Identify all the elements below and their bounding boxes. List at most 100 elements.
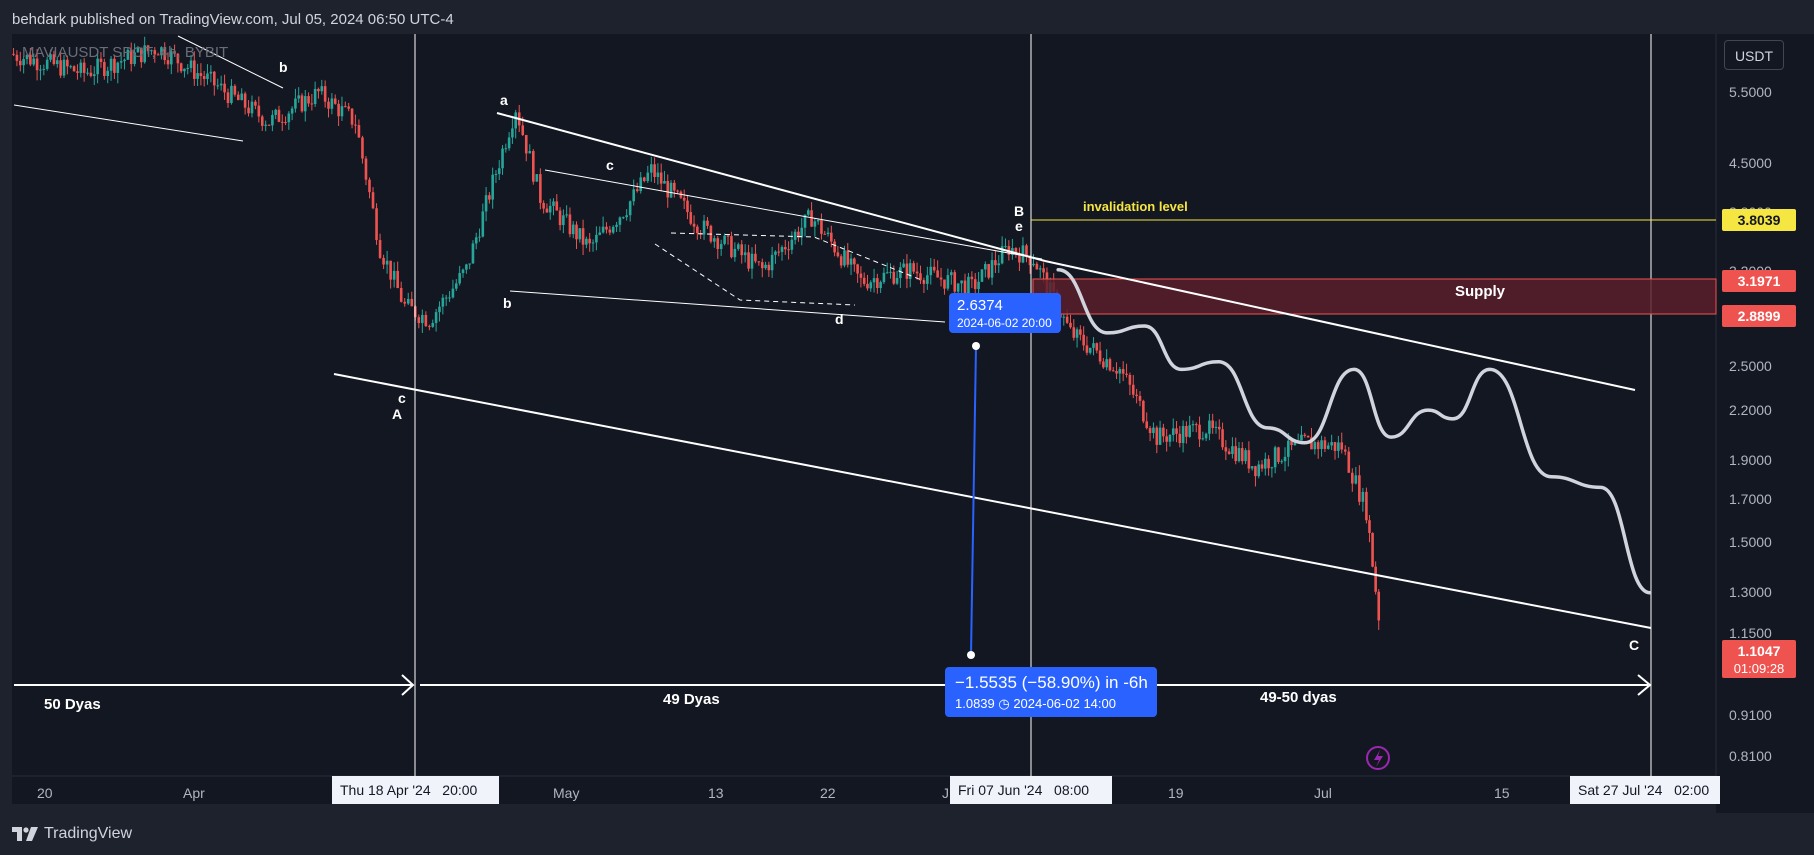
time-tick: May: [553, 785, 580, 801]
candle-body: [385, 260, 389, 265]
chart-canvas[interactable]: [0, 34, 1814, 813]
candle-body: [250, 101, 254, 114]
candle-body: [908, 263, 912, 279]
invalidation-label: invalidation level: [1083, 199, 1188, 214]
time-tick: 20: [37, 785, 53, 801]
wave-label-B: B: [1014, 203, 1025, 219]
candle-body: [747, 252, 750, 269]
candle-body: [52, 54, 56, 65]
candle-body: [787, 249, 790, 251]
candle-body: [478, 236, 481, 238]
candle-body: [96, 58, 99, 75]
last-price-tag: 1.1047 01:09:28: [1722, 640, 1796, 678]
candle-body: [562, 215, 565, 226]
candle-body: [595, 234, 598, 243]
measure-tool: [967, 342, 980, 659]
candle-body: [233, 85, 237, 95]
candle-body: [254, 101, 257, 106]
candle-body: [1217, 426, 1221, 430]
candle-body: [1244, 450, 1247, 462]
inner-triangle-top: [670, 232, 925, 282]
candle-body: [223, 83, 226, 93]
candle-body: [889, 271, 892, 273]
candle-body: [1082, 334, 1085, 346]
time-tick: 15: [1494, 785, 1510, 801]
candle-body: [601, 226, 605, 233]
candle-body: [754, 253, 757, 262]
candle-body: [1025, 245, 1028, 257]
candle-body: [936, 270, 939, 278]
tradingview-logo-icon: [12, 827, 38, 841]
candle-body: [163, 47, 167, 61]
candle-body: [199, 73, 203, 77]
price-point-time: 2024-06-02 20:00: [957, 316, 1052, 330]
candle-body: [1306, 435, 1310, 438]
candle-body: [1035, 263, 1039, 270]
candle-body: [565, 214, 568, 216]
duration-label-1: 50 Dyas: [44, 696, 101, 713]
price-tick: 0.8100: [1729, 748, 1772, 764]
lightning-icon-ring[interactable]: [1366, 746, 1390, 770]
price-tick: 5.5000: [1729, 84, 1772, 100]
candle-body: [340, 106, 344, 117]
candle-body: [1224, 447, 1228, 452]
plot-area[interactable]: [12, 34, 1716, 804]
candle-body: [1316, 442, 1320, 449]
candle-body: [1240, 448, 1244, 462]
bar-countdown: 01:09:28: [1733, 661, 1785, 676]
supply-zone[interactable]: [1032, 278, 1717, 315]
candle-body: [179, 63, 183, 72]
candle-body: [895, 277, 899, 284]
candle-body: [488, 195, 491, 200]
candle-body: [689, 212, 693, 224]
candle-body: [1042, 268, 1045, 273]
candle-body: [1326, 445, 1330, 449]
candle-body: [458, 273, 461, 284]
wave-label-a: a: [500, 92, 508, 108]
candle-body: [950, 272, 953, 276]
currency-button[interactable]: USDT: [1724, 40, 1784, 70]
candle-body: [160, 47, 163, 56]
candle-body: [997, 263, 1001, 266]
candle-body: [494, 173, 498, 175]
candle-body: [45, 59, 49, 69]
candle-body: [905, 263, 909, 279]
candle-body: [618, 217, 622, 225]
candle-body: [216, 85, 220, 87]
candle-body: [55, 60, 59, 65]
candle-body: [59, 60, 62, 76]
candle-body: [1227, 451, 1231, 455]
candle-body: [206, 73, 209, 80]
measure-end-point: [967, 651, 975, 659]
candle-body: [1000, 246, 1004, 264]
candle-body: [800, 227, 804, 238]
candle-body: [575, 224, 578, 240]
candle-body: [1121, 369, 1125, 374]
candle-body: [990, 260, 994, 278]
publisher-header: behdark published on TradingView.com, Ju…: [0, 0, 1814, 40]
candle-body: [1368, 520, 1371, 533]
candle-body: [963, 280, 967, 296]
candle-body: [32, 58, 36, 65]
candle-body: [150, 50, 153, 52]
candle-body: [323, 86, 327, 102]
wave-label-C: C: [1629, 637, 1640, 653]
candle-body: [166, 60, 170, 65]
candle-body: [417, 317, 421, 324]
candle-body: [361, 137, 364, 159]
candle-body: [719, 243, 723, 249]
price-axis[interactable]: [1716, 34, 1814, 813]
candle-body: [994, 260, 997, 266]
candle-body: [1283, 456, 1287, 462]
candle-body: [960, 280, 963, 284]
tradingview-brand[interactable]: TradingView: [12, 825, 132, 843]
crosshair-time-tag-1: Thu 18 Apr '24 20:00: [332, 776, 499, 804]
lightning-icon[interactable]: [1374, 750, 1383, 767]
candle-body: [1178, 433, 1182, 444]
candle-body: [1208, 420, 1211, 434]
candle-body: [1323, 440, 1327, 449]
candle-body: [428, 326, 431, 328]
candle-body: [585, 238, 588, 245]
candle-body: [389, 260, 392, 280]
candle-body: [1105, 359, 1108, 368]
